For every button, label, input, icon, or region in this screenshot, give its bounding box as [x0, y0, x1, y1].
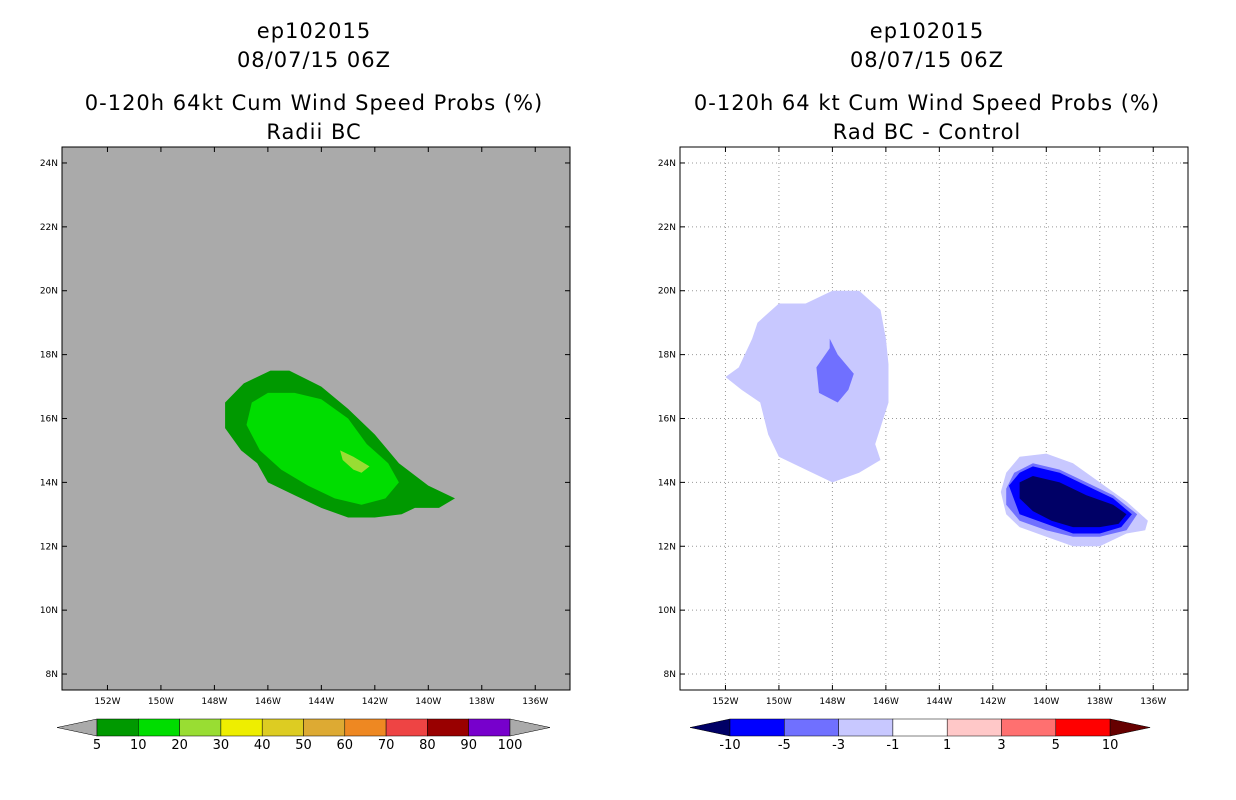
- left-colorbar-swatch: [138, 718, 180, 737]
- left-colorbar-swatch: [261, 718, 304, 737]
- right-title-line4: Rad BC - Control: [832, 120, 1022, 144]
- left-colorbar-label: 30: [213, 738, 230, 753]
- right-title-line3: 0-120h 64 kt Cum Wind Speed Probs (%): [693, 91, 1161, 115]
- right-colorbar-label: 1: [943, 738, 951, 753]
- right-colorbar-swatch: [1055, 718, 1111, 737]
- left-colorbar-swatch: [344, 718, 387, 737]
- left-ytick-label: 22N: [40, 223, 58, 233]
- left-colorbar-label: 60: [337, 738, 354, 753]
- left-colorbar-swatch: [220, 718, 263, 737]
- right-ytick-label: 14N: [658, 478, 676, 488]
- left-xtick-label: 150W: [148, 697, 174, 707]
- right-xtick-label: 142W: [980, 697, 1006, 707]
- left-xtick-label: 146W: [255, 697, 281, 707]
- right-ytick-label: 18N: [658, 351, 676, 361]
- left-title-line3: 0-120h 64kt Cum Wind Speed Probs (%): [84, 91, 544, 115]
- left-colorbar-label: 20: [171, 738, 188, 753]
- left-ytick-label: 20N: [40, 287, 58, 297]
- right-contour-5: [1019, 476, 1127, 528]
- left-ytick-label: 12N: [40, 542, 58, 552]
- left-ytick-label: 10N: [40, 606, 58, 616]
- right-colorbar-swatch: [946, 718, 1002, 737]
- right-colorbar-label: -10: [719, 738, 740, 753]
- left-colorbar-swatch: [303, 718, 346, 737]
- left-xtick-label: 140W: [415, 697, 441, 707]
- right-ytick-label: 24N: [658, 159, 676, 169]
- right-colorbar-label: 3: [997, 738, 1005, 753]
- left-xtick-label: 144W: [308, 697, 334, 707]
- right-colorbar-swatch: [892, 718, 948, 737]
- right-xtick-label: 144W: [926, 697, 952, 707]
- left-colorbar-swatch: [427, 718, 469, 737]
- left-colorbar-label: 100: [498, 738, 523, 753]
- left-colorbar-label: 10: [130, 738, 147, 753]
- left-colorbar-over-arrow: [509, 718, 551, 737]
- right-colorbar-label: -5: [778, 738, 791, 753]
- left-xtick-label: 148W: [201, 697, 227, 707]
- right-title-line2: 08/07/15 06Z: [849, 48, 1005, 72]
- right-colorbar-swatch: [729, 718, 785, 737]
- right-contour-1: [816, 338, 854, 403]
- left-xtick-label: 142W: [362, 697, 388, 707]
- right-colorbar-label: -3: [832, 738, 845, 753]
- right-xtick-label: 152W: [712, 697, 738, 707]
- left-colorbar-label: 5: [93, 738, 101, 753]
- right-ytick-label: 22N: [658, 223, 676, 233]
- left-title-line4: Radii BC: [266, 120, 362, 144]
- left-colorbar-label: 50: [295, 738, 312, 753]
- left-colorbar-under-arrow: [56, 718, 98, 737]
- right-ytick-label: 10N: [658, 606, 676, 616]
- right-xtick-label: 148W: [819, 697, 845, 707]
- left-title-line1: ep102015: [256, 19, 372, 43]
- right-colorbar-swatch: [784, 718, 839, 737]
- left-ytick-label: 24N: [40, 159, 58, 169]
- right-xtick-label: 150W: [766, 697, 792, 707]
- right-colorbar-over-arrow: [1109, 718, 1151, 737]
- right-xtick-label: 140W: [1033, 697, 1059, 707]
- left-colorbar-label: 90: [460, 738, 477, 753]
- left-ytick-label: 18N: [40, 351, 58, 361]
- left-colorbar-swatch: [96, 718, 139, 737]
- left-xtick-label: 138W: [469, 697, 495, 707]
- left-xtick-label: 152W: [94, 697, 120, 707]
- left-ytick-label: 14N: [40, 478, 58, 488]
- left-colorbar-swatch: [468, 718, 511, 737]
- right-colorbar-under-arrow: [689, 718, 731, 737]
- left-colorbar-label: 80: [419, 738, 436, 753]
- right-ytick-label: 8N: [664, 670, 676, 680]
- left-xtick-label: 136W: [522, 697, 548, 707]
- right-xtick-label: 146W: [873, 697, 899, 707]
- right-colorbar-swatch: [838, 718, 894, 737]
- right-colorbar-label: -1: [886, 738, 899, 753]
- right-xtick-label: 138W: [1087, 697, 1113, 707]
- right-ytick-label: 20N: [658, 287, 676, 297]
- left-colorbar-label: 70: [378, 738, 395, 753]
- right-ytick-label: 16N: [658, 415, 676, 425]
- right-title-line1: ep102015: [869, 19, 985, 43]
- left-contour-1: [246, 392, 399, 505]
- right-colorbar-label: 5: [1052, 738, 1060, 753]
- right-colorbar-label: 10: [1102, 738, 1119, 753]
- left-colorbar-swatch: [385, 718, 428, 737]
- left-ytick-label: 16N: [40, 415, 58, 425]
- left-contour-2: [340, 450, 370, 473]
- left-title-line2: 08/07/15 06Z: [236, 48, 392, 72]
- right-xtick-label: 136W: [1140, 697, 1166, 707]
- right-contour-0: [725, 290, 889, 483]
- left-colorbar-label: 40: [254, 738, 271, 753]
- left-ytick-label: 8N: [46, 670, 58, 680]
- right-colorbar-swatch: [1001, 718, 1057, 737]
- left-colorbar-swatch: [179, 718, 222, 737]
- right-ytick-label: 12N: [658, 542, 676, 552]
